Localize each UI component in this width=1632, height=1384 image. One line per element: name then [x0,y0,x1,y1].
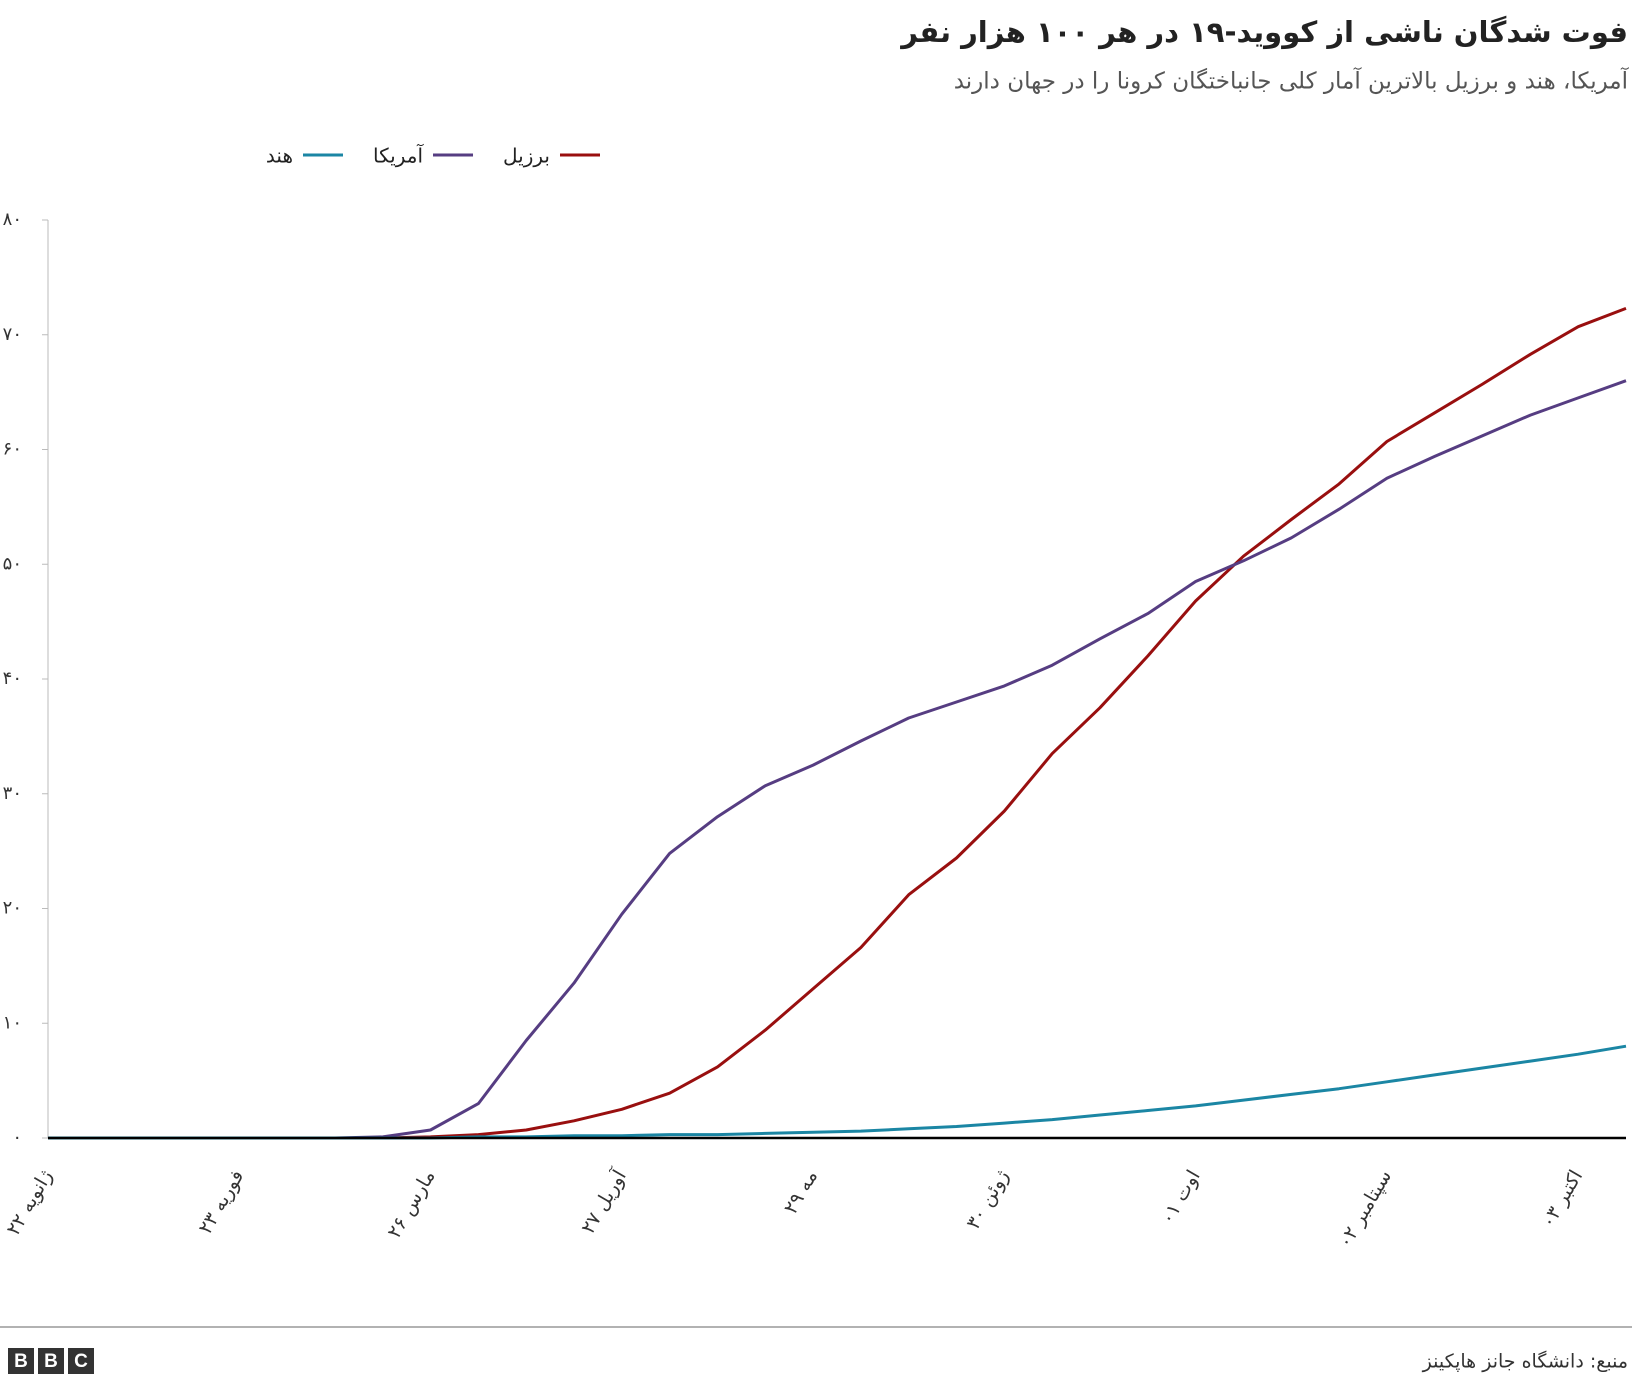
x-tick-label: ۳۰ ژوئن [962,1166,1013,1233]
legend-label: هند [266,144,293,168]
logo-block [8,1348,34,1374]
logo-block [38,1348,64,1374]
series-line [48,306,1627,1140]
y-tick-label: ۵۰ [3,553,22,574]
y-tick-label: ۳۰ [3,783,22,804]
logo-letter: B [14,1351,28,1372]
y-tick-label: ۰ [12,1127,22,1148]
x-tick-label: ۲۶ مارس [383,1166,439,1242]
source: منبع: دانشگاه جانز هاپکینز [1422,1350,1628,1373]
y-tick-label: ۱۰ [3,1012,22,1033]
x-tick-label: ۲۲ ژانویه [2,1166,57,1239]
series-line [48,1044,1627,1140]
chart-subtitle: آمریکا، هند و برزیل بالاترین آمار کلی جا… [954,67,1630,95]
logo-letter: C [74,1351,88,1372]
x-tick-label: ۲۷ آوریل [575,1165,631,1238]
chart-title: فوت شدگان ناشی از کووید-۱۹ در هر ۱۰۰ هزا… [899,15,1628,49]
y-tick-label: ۴۰ [3,668,22,689]
y-tick-label: ۶۰ [3,439,22,460]
logo-block [68,1348,94,1374]
x-tick-label: ۲۳ فوریه [194,1166,248,1238]
legend-label: آمریکا [373,143,424,168]
y-tick-label: ۲۰ [3,898,22,919]
x-tick-label: ۰۳ اکتبر [1537,1166,1587,1231]
y-tick-label: ۸۰ [3,209,22,230]
y-tick-label: ۷۰ [3,324,22,345]
logo-letter: B [44,1351,58,1372]
x-tick-label: ۰۱ اوت [1156,1166,1204,1228]
series-line [48,379,1627,1140]
legend-label: برزیل [503,144,550,168]
x-tick-label: ۲۹ مه [780,1166,822,1218]
x-tick-label: ۰۲ سپتامبر [1334,1166,1396,1252]
